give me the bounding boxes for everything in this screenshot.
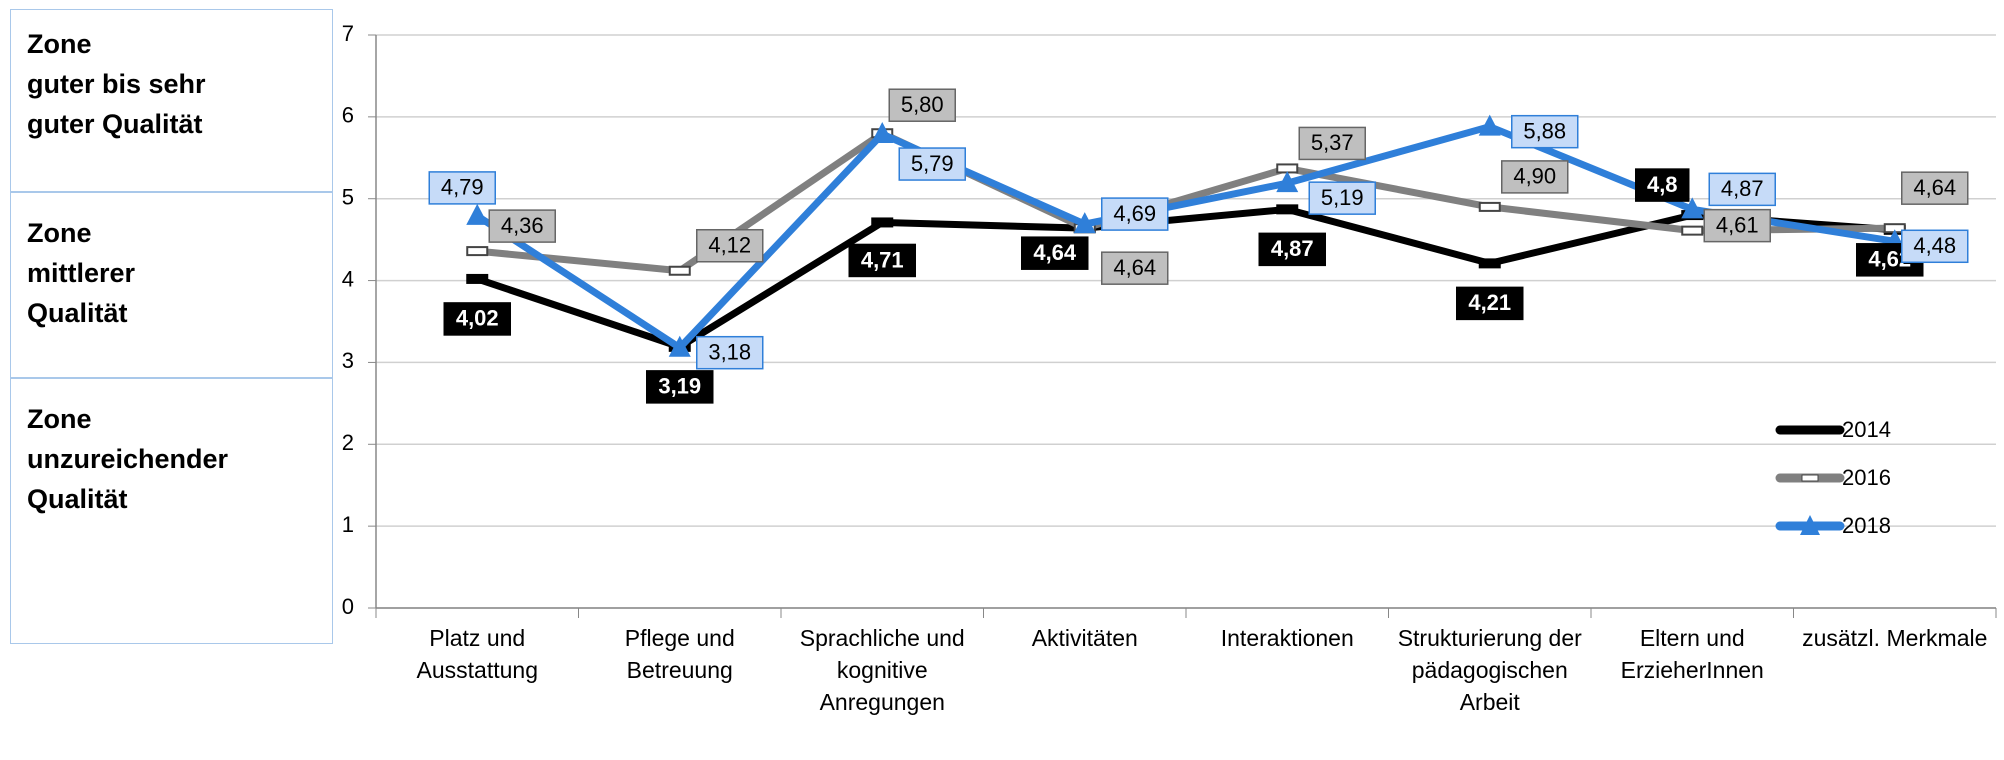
y-tick-label: 3 (342, 348, 354, 373)
label-box (696, 228, 764, 263)
label-box (1021, 236, 1089, 270)
value-label: 4,48 (1913, 233, 1956, 258)
x-tick-label: Interaktionen (1220, 625, 1354, 651)
x-tick-label: Aktivitäten (1031, 625, 1138, 651)
value-label: 4,87 (1721, 176, 1764, 201)
zone-label: Qualität (27, 298, 128, 328)
label-box (1901, 171, 1969, 205)
legend-label: 2014 (1842, 417, 1891, 442)
x-tick-label: zusätzl. Merkmale (1802, 625, 1988, 651)
label-box (898, 147, 966, 181)
label-box (1258, 232, 1326, 267)
label-box (443, 302, 511, 336)
zone-label: Zone (27, 404, 92, 434)
marker (668, 335, 691, 357)
marker (871, 122, 894, 144)
value-label: 4,90 (1513, 164, 1556, 189)
y-tick-label: 2 (342, 430, 354, 455)
label-box (428, 171, 496, 205)
zone-label: guter bis sehr (27, 69, 206, 99)
marker (1478, 258, 1501, 269)
value-label: 4,79 (441, 175, 484, 200)
legend-label: 2018 (1842, 513, 1891, 538)
zone-label: unzureichender (27, 444, 229, 474)
legend-marker (1800, 515, 1820, 535)
label-box (696, 335, 764, 370)
value-label: 3,19 (658, 374, 701, 399)
label-box (1635, 168, 1690, 202)
zone-box: Zone guter bis sehr guter Qualität (10, 9, 333, 192)
marker (1478, 201, 1501, 212)
value-label: 5,37 (1311, 130, 1354, 155)
marker (1276, 204, 1299, 215)
marker (466, 246, 489, 257)
value-label: 4,36 (501, 213, 544, 238)
zone-label: guter Qualität (27, 109, 203, 139)
marker (1681, 225, 1704, 236)
label-box (646, 370, 714, 404)
zone-label: Qualität (27, 484, 128, 514)
zone-label: Zone (27, 29, 92, 59)
label-box (1101, 251, 1169, 285)
value-label: 5,79 (911, 151, 954, 176)
label-box (888, 88, 956, 122)
x-tick-label: Eltern und ErzieherInnen (1620, 625, 1764, 683)
value-label: 4,21 (1468, 290, 1511, 315)
value-label: 4,64 (1033, 240, 1077, 265)
label-box (1101, 197, 1169, 231)
zone-box: Zone mittlerer Qualität (10, 192, 333, 378)
label-box (1308, 181, 1376, 215)
label-box (848, 243, 916, 278)
value-label: 4,12 (708, 233, 751, 258)
label-box (488, 209, 556, 243)
label-box (1708, 172, 1776, 207)
marker (466, 203, 489, 225)
y-tick-label: 6 (342, 103, 354, 128)
value-label: 5,80 (901, 92, 944, 117)
label-box (1501, 160, 1569, 194)
label-box (1703, 208, 1771, 243)
label-box (1298, 126, 1366, 161)
value-label: 4,71 (861, 247, 904, 272)
label-box (1511, 114, 1579, 149)
marker (1681, 197, 1704, 219)
marker (871, 217, 894, 228)
series-line (476, 205, 1896, 351)
y-tick-label: 0 (342, 594, 354, 619)
x-tick-label: Platz und Ausstattung (416, 625, 538, 683)
x-tick-label: Strukturierung der pädagogischen Arbeit (1397, 625, 1582, 715)
label-box (1456, 286, 1524, 321)
value-label: 4,02 (456, 306, 499, 331)
y-tick-label: 7 (342, 21, 354, 46)
y-tick-label: 4 (342, 266, 354, 291)
zone-label: Zone (27, 218, 92, 248)
marker (668, 265, 691, 276)
value-label: 4,87 (1271, 236, 1314, 261)
series-line (475, 123, 1896, 352)
zone-label: mittlerer (27, 258, 136, 288)
zone-box: Zone unzureichender Qualität (10, 378, 333, 644)
x-tick-label: Pflege und Betreuung (624, 625, 735, 683)
value-label: 3,18 (708, 340, 751, 365)
value-label: 4,64 (1913, 175, 1956, 200)
value-label: 4,64 (1113, 255, 1156, 280)
value-label: 4,61 (1716, 212, 1759, 237)
y-tick-label: 1 (342, 512, 354, 537)
y-tick-label: 5 (342, 185, 354, 210)
marker (1276, 171, 1299, 193)
value-label: 4,69 (1113, 201, 1156, 226)
marker (466, 273, 489, 284)
x-tick-label: Sprachliche und kognitive Anregungen (799, 625, 965, 715)
marker (1073, 212, 1096, 234)
legend-marker (1801, 474, 1819, 482)
value-label: 5,19 (1321, 185, 1364, 210)
marker (1478, 114, 1501, 136)
label-box (1901, 229, 1969, 264)
legend-label: 2016 (1842, 465, 1891, 490)
value-label: 5,88 (1523, 118, 1566, 143)
value-label: 4,8 (1647, 172, 1678, 197)
